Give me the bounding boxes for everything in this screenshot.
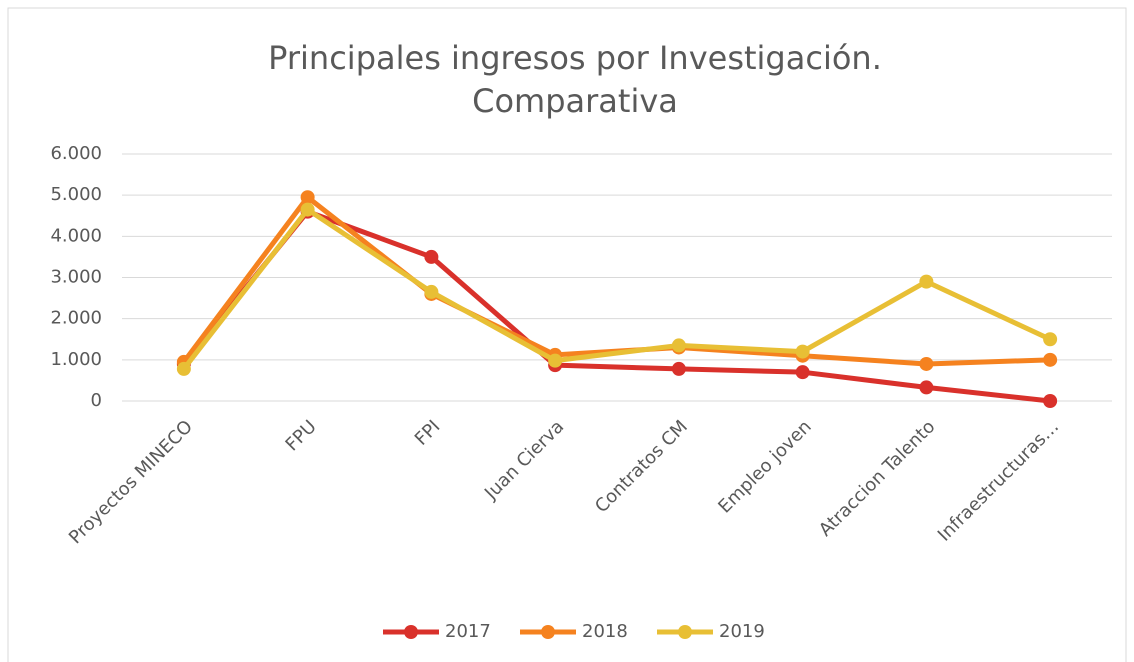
- data-point: [919, 274, 934, 289]
- x-tick-label: Proyectos MINECO: [65, 416, 197, 548]
- data-point: [424, 284, 439, 299]
- data-point: [1043, 352, 1058, 367]
- data-point: [671, 338, 686, 353]
- data-point: [919, 356, 934, 371]
- data-point: [176, 361, 191, 376]
- data-point: [424, 249, 439, 264]
- data-point: [671, 361, 686, 376]
- y-tick-label: 5.000: [50, 184, 102, 205]
- series-line: [181, 207, 1052, 371]
- legend-label: 2018: [582, 621, 628, 642]
- data-point: [795, 344, 810, 359]
- chart-title: Principales ingresos por Investigación.: [268, 39, 882, 77]
- data-point: [919, 380, 934, 395]
- x-tick-label: Infraestructuras…: [934, 416, 1063, 545]
- legend-marker: [404, 625, 418, 639]
- x-tick-label: Empleo joven: [714, 416, 815, 517]
- y-tick-label: 3.000: [50, 267, 102, 288]
- data-point: [1043, 332, 1058, 347]
- data-point: [300, 202, 315, 217]
- y-tick-label: 6.000: [50, 143, 102, 164]
- legend-marker: [541, 625, 555, 639]
- data-point: [548, 353, 563, 368]
- data-point: [300, 190, 315, 205]
- y-tick-label: 2.000: [50, 308, 102, 329]
- data-point: [1043, 394, 1058, 408]
- x-tick-label: Atraccion Talento: [815, 416, 939, 540]
- chart-title: Comparativa: [472, 82, 678, 120]
- legend-label: 2017: [445, 621, 491, 642]
- chart-border: [7, 7, 1127, 662]
- legend-label: 2019: [719, 621, 765, 642]
- y-tick-label: 4.000: [50, 225, 102, 246]
- y-tick-label: 1.000: [50, 349, 102, 370]
- x-tick-label: Juan Cierva: [480, 416, 568, 504]
- x-tick-label: FPU: [282, 416, 321, 455]
- x-tick-label: FPI: [411, 416, 445, 450]
- legend-marker: [678, 625, 692, 639]
- data-point: [795, 365, 810, 380]
- x-tick-label: Contratos CM: [591, 416, 692, 517]
- series-line: [181, 209, 1051, 404]
- y-tick-label: 0: [91, 390, 102, 411]
